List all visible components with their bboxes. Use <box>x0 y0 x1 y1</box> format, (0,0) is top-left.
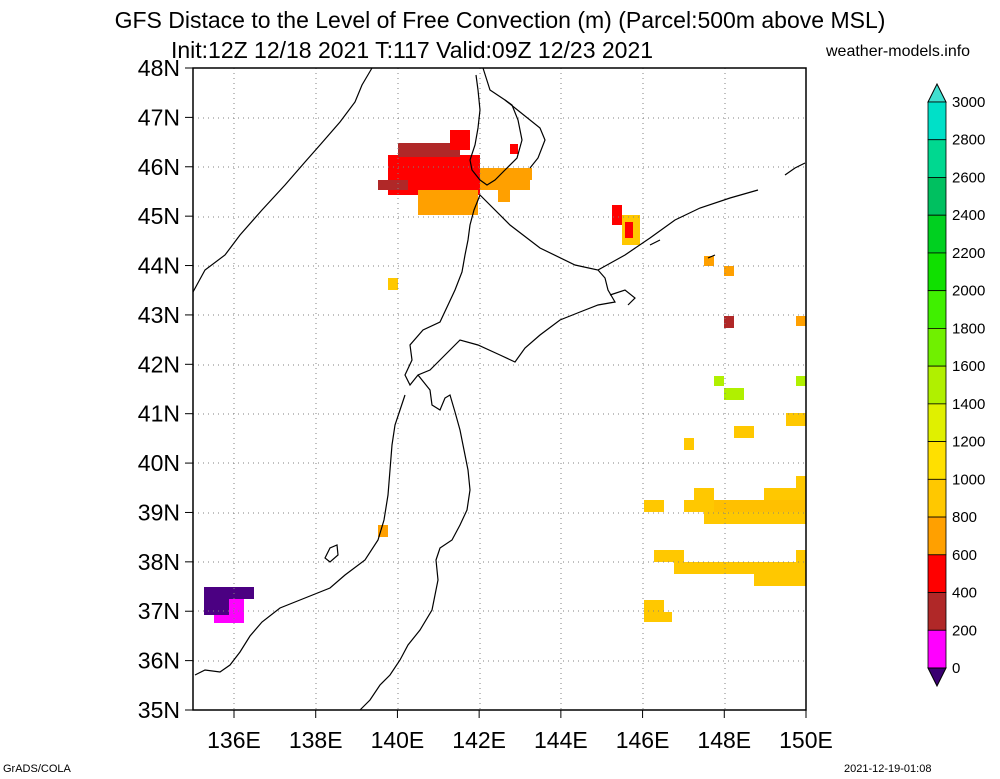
colorbar: 3000280026002400220020001800160014001200… <box>927 82 985 688</box>
colorbar-segment <box>927 592 947 631</box>
colorbar-label: 800 <box>952 509 977 526</box>
longitude-label: 146E <box>616 727 670 753</box>
longitude-label: 148E <box>697 727 751 753</box>
colorbar-segment <box>927 327 947 367</box>
colorbar-label: 2800 <box>952 132 985 149</box>
longitude-label: 142E <box>452 727 506 753</box>
footer-right: 2021-12-19-01:08 <box>844 763 932 775</box>
latitude-label: 47N <box>138 104 180 130</box>
longitude-label: 140E <box>371 727 425 753</box>
latitude-label: 41N <box>138 401 180 427</box>
latitude-label: 38N <box>138 549 180 575</box>
colorbar-top-arrow <box>927 82 947 103</box>
colorbar-segment <box>927 403 947 443</box>
colorbar-label: 2200 <box>952 245 985 262</box>
colorbar-segment <box>927 290 947 329</box>
colorbar-label: 1600 <box>952 358 985 375</box>
colorbar-segment <box>927 139 947 178</box>
colorbar-label: 400 <box>952 585 977 602</box>
colorbar-label: 600 <box>952 547 977 564</box>
map-title: GFS Distace to the Level of Free Convect… <box>114 7 886 33</box>
site-label: weather-models.info <box>826 43 971 60</box>
colorbar-segment <box>927 177 947 216</box>
colorbar-label: 1200 <box>952 434 985 451</box>
footer-left: GrADS/COLA <box>3 763 71 775</box>
latitude-label: 45N <box>138 203 180 229</box>
longitude-label: 150E <box>779 727 833 753</box>
colorbar-segment <box>927 365 947 405</box>
colorbar-label: 1400 <box>952 396 985 413</box>
colorbar-label: 0 <box>952 660 960 677</box>
colorbar-segment <box>927 554 947 593</box>
map-gridlines <box>193 68 806 710</box>
colorbar-segment <box>927 516 947 556</box>
colorbar-bottom-arrow <box>927 667 947 688</box>
latitude-label: 37N <box>138 598 180 624</box>
latitude-label: 36N <box>138 648 180 674</box>
colorbar-segment <box>927 441 947 480</box>
convection-shading <box>204 130 806 623</box>
longitude-label: 138E <box>289 727 343 753</box>
latitude-label: 39N <box>138 499 180 525</box>
colorbar-label: 2600 <box>952 169 985 186</box>
coastlines <box>192 67 806 711</box>
colorbar-label: 2400 <box>952 207 985 224</box>
latitude-label: 42N <box>138 351 180 377</box>
latitude-label: 43N <box>138 302 180 328</box>
latitude-label: 46N <box>138 154 180 180</box>
colorbar-label: 200 <box>952 622 977 639</box>
colorbar-segment <box>927 214 947 254</box>
longitude-label: 144E <box>534 727 588 753</box>
colorbar-segment <box>927 629 947 669</box>
colorbar-label: 2000 <box>952 283 985 300</box>
latitude-label: 48N <box>138 55 180 81</box>
latitude-label: 44N <box>138 253 180 279</box>
colorbar-label: 1800 <box>952 320 985 337</box>
map-subtitle: Init:12Z 12/18 2021 T:117 Valid:09Z 12/2… <box>170 37 654 63</box>
latitude-label: 35N <box>138 697 180 723</box>
latitude-labels: 48N 47N 46N 45N 44N 43N 42N 41N 40N 39N 38N 37N 36N 3… <box>138 55 193 723</box>
longitude-label: 136E <box>207 727 261 753</box>
colorbar-segment <box>927 478 947 518</box>
colorbar-segment <box>927 101 947 141</box>
colorbar-label: 3000 <box>952 94 985 111</box>
longitude-labels: 136E 138E 140E 142E 144E 146E 148E 150E <box>207 710 833 753</box>
colorbar-segment <box>927 252 947 292</box>
colorbar-label: 1000 <box>952 471 985 488</box>
map-frame <box>192 67 807 711</box>
latitude-label: 40N <box>138 450 180 476</box>
